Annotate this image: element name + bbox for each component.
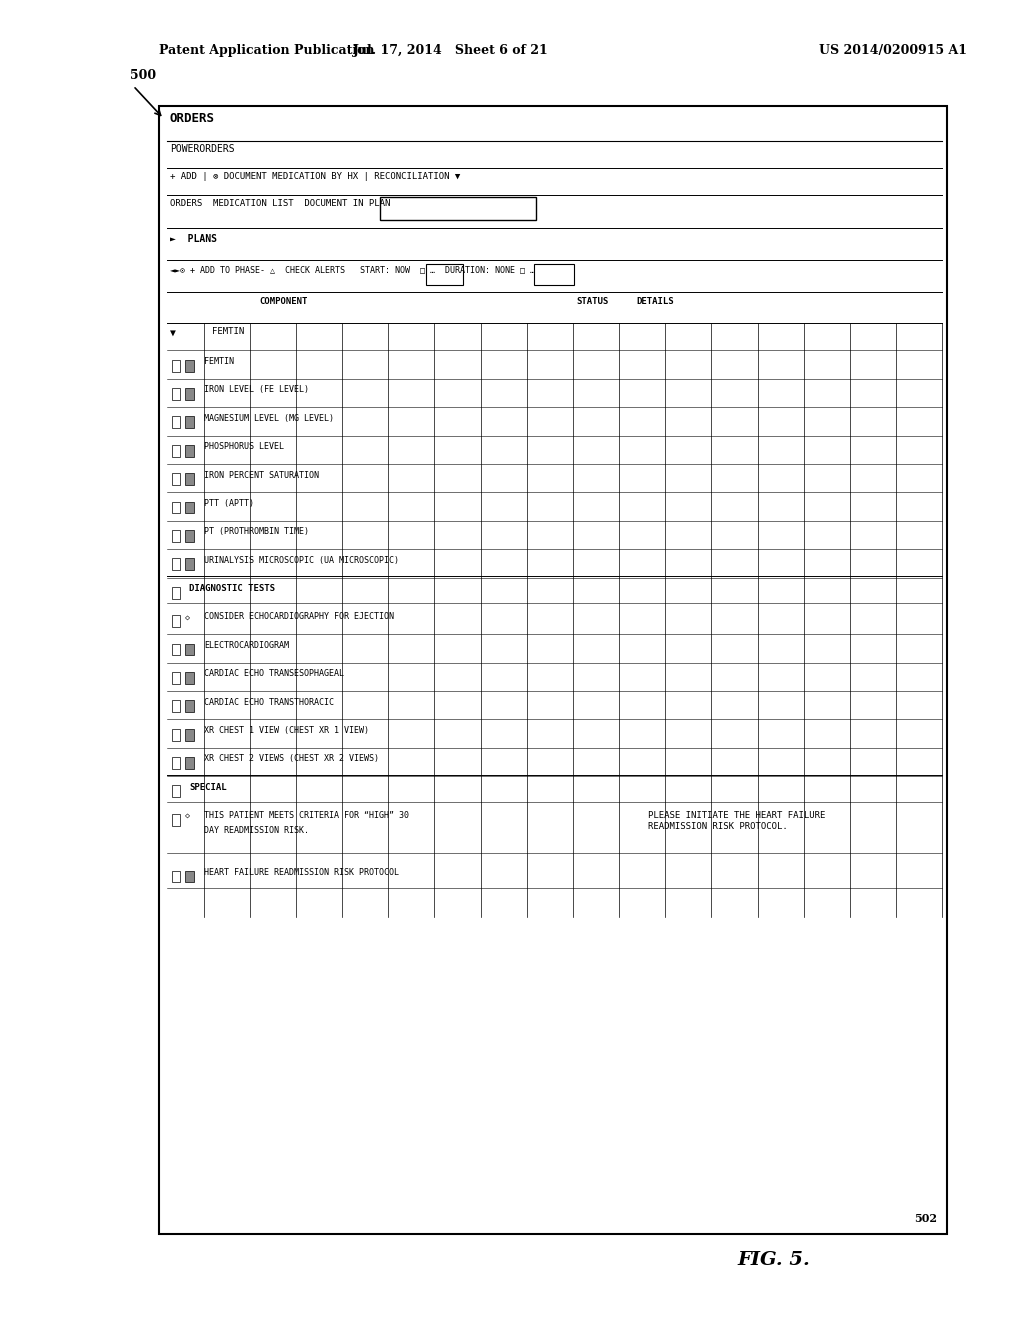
Bar (172, 587, 180, 599)
Text: ▼: ▼ (170, 327, 176, 338)
Text: FIG. 5.: FIG. 5. (737, 1251, 810, 1270)
Bar (172, 360, 180, 372)
Bar (380, 197, 536, 220)
Text: ◇: ◇ (185, 810, 190, 820)
Bar (172, 388, 180, 400)
Bar (172, 729, 180, 741)
Bar (185, 360, 194, 372)
Bar (185, 474, 194, 486)
Bar (185, 644, 194, 656)
Text: XR CHEST 2 VIEWS (CHEST XR 2 VIEWS): XR CHEST 2 VIEWS (CHEST XR 2 VIEWS) (204, 755, 379, 763)
Bar (172, 531, 180, 543)
Bar (185, 558, 194, 570)
Text: PLEASE INITIATE THE HEART FAILURE
READMISSION RISK PROTOCOL.: PLEASE INITIATE THE HEART FAILURE READMI… (648, 810, 825, 830)
Text: Patent Application Publication: Patent Application Publication (159, 44, 374, 57)
Bar (185, 871, 194, 883)
Bar (172, 558, 180, 570)
Bar (159, 106, 947, 1234)
Bar (172, 871, 180, 883)
Text: PHOSPHORUS LEVEL: PHOSPHORUS LEVEL (204, 442, 284, 451)
Text: CONSIDER ECHOCARDIOGRAPHY FOR EJECTION: CONSIDER ECHOCARDIOGRAPHY FOR EJECTION (204, 612, 394, 622)
Text: 502: 502 (914, 1213, 937, 1224)
Bar (185, 672, 194, 684)
Text: ◄►⊙ + ADD TO PHASE- △  CHECK ALERTS   START: NOW  □ …  DURATION: NONE □ …: ◄►⊙ + ADD TO PHASE- △ CHECK ALERTS START… (170, 265, 535, 275)
Text: FEMTIN: FEMTIN (212, 327, 244, 337)
Bar (172, 615, 180, 627)
Bar (185, 388, 194, 400)
Text: DAY READMISSION RISK.: DAY READMISSION RISK. (204, 826, 309, 834)
Bar (185, 502, 194, 513)
Bar (172, 502, 180, 513)
Text: + ADD | ⊗ DOCUMENT MEDICATION BY HX | RECONCILIATION ▼: + ADD | ⊗ DOCUMENT MEDICATION BY HX | RE… (170, 172, 460, 181)
Bar (426, 264, 463, 285)
Bar (185, 701, 194, 713)
Bar (172, 758, 180, 770)
Text: XR CHEST 1 VIEW (CHEST XR 1 VIEW): XR CHEST 1 VIEW (CHEST XR 1 VIEW) (204, 726, 369, 735)
Text: ◇: ◇ (185, 612, 190, 622)
Text: COMPONENT: COMPONENT (259, 297, 307, 306)
Text: Jul. 17, 2014   Sheet 6 of 21: Jul. 17, 2014 Sheet 6 of 21 (352, 44, 549, 57)
Bar (172, 701, 180, 713)
Text: CARDIAC ECHO TRANSESOPHAGEAL: CARDIAC ECHO TRANSESOPHAGEAL (204, 669, 344, 678)
Text: URINALYSIS MICROSCOPIC (UA MICROSCOPIC): URINALYSIS MICROSCOPIC (UA MICROSCOPIC) (204, 556, 398, 565)
Text: HEART FAILURE READMISSION RISK PROTOCOL: HEART FAILURE READMISSION RISK PROTOCOL (204, 869, 398, 876)
Bar (185, 729, 194, 741)
Text: ELECTROCARDIOGRAM: ELECTROCARDIOGRAM (204, 642, 289, 649)
Bar (185, 445, 194, 457)
Bar (172, 417, 180, 429)
Text: FEMTIN: FEMTIN (204, 358, 233, 366)
Bar (185, 417, 194, 429)
Bar (172, 644, 180, 656)
Bar (185, 758, 194, 770)
Text: ORDERS  MEDICATION LIST  DOCUMENT IN PLAN: ORDERS MEDICATION LIST DOCUMENT IN PLAN (170, 199, 390, 209)
Text: MAGNESIUM LEVEL (MG LEVEL): MAGNESIUM LEVEL (MG LEVEL) (204, 414, 334, 422)
Bar (172, 813, 180, 826)
Text: DETAILS: DETAILS (636, 297, 674, 306)
Text: SPECIAL: SPECIAL (189, 783, 227, 792)
Bar (172, 445, 180, 457)
Text: THIS PATIENT MEETS CRITERIA FOR “HIGH” 30: THIS PATIENT MEETS CRITERIA FOR “HIGH” 3… (204, 810, 409, 820)
Bar (172, 474, 180, 486)
Text: PT (PROTHROMBIN TIME): PT (PROTHROMBIN TIME) (204, 528, 309, 536)
Bar (172, 672, 180, 684)
Bar (185, 531, 194, 543)
Text: CARDIAC ECHO TRANSTHORACIC: CARDIAC ECHO TRANSTHORACIC (204, 698, 334, 706)
Text: IRON PERCENT SATURATION: IRON PERCENT SATURATION (204, 471, 318, 479)
Text: IRON LEVEL (FE LEVEL): IRON LEVEL (FE LEVEL) (204, 385, 309, 395)
Text: DIAGNOSTIC TESTS: DIAGNOSTIC TESTS (189, 585, 275, 593)
Bar (534, 264, 574, 285)
Text: POWERORDERS: POWERORDERS (170, 144, 234, 154)
Text: ORDERS: ORDERS (170, 112, 215, 125)
Text: 500: 500 (130, 69, 157, 82)
Text: ►  PLANS: ► PLANS (170, 234, 217, 244)
Bar (172, 785, 180, 797)
Text: STATUS: STATUS (577, 297, 608, 306)
Text: PTT (APTT): PTT (APTT) (204, 499, 254, 508)
Text: US 2014/0200915 A1: US 2014/0200915 A1 (819, 44, 968, 57)
